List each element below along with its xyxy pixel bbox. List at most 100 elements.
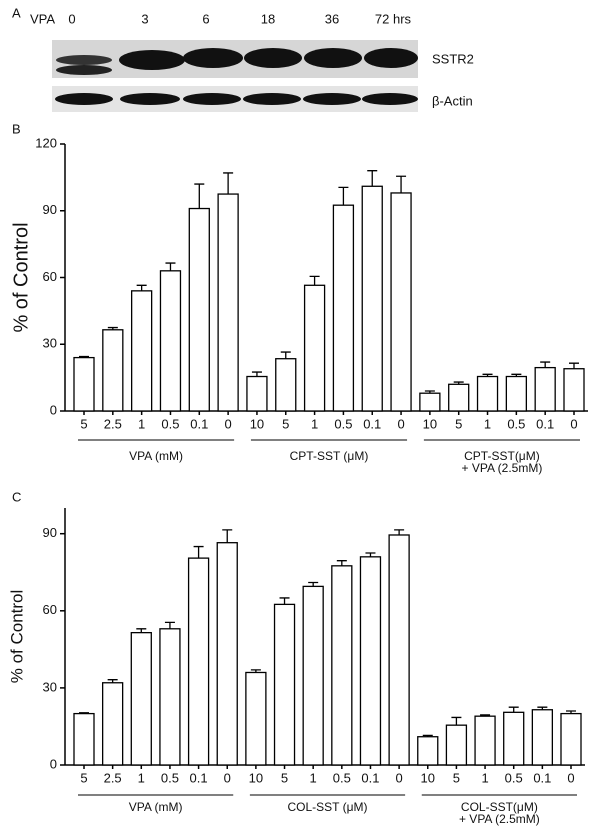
error-bar bbox=[480, 714, 491, 717]
error-bar bbox=[424, 390, 435, 394]
x-tick-label: 0 bbox=[225, 416, 232, 431]
bar bbox=[419, 392, 441, 412]
bar bbox=[445, 724, 468, 766]
blot-sstr2 bbox=[52, 40, 418, 78]
error-bar bbox=[107, 326, 118, 330]
x-tick-label: 0.1 bbox=[190, 770, 208, 785]
group-label: CPT-SST(μM) bbox=[464, 449, 540, 463]
x-tick-label: 5 bbox=[281, 770, 288, 785]
treatment-label: VPA bbox=[30, 11, 55, 26]
x-tick-label: 10 bbox=[423, 416, 437, 431]
bar bbox=[246, 375, 268, 412]
error-bar bbox=[165, 262, 176, 271]
x-tick-label: 0 bbox=[397, 416, 404, 431]
lane-label: 72 hrs bbox=[375, 11, 412, 26]
group-label: VPA (mM) bbox=[129, 800, 183, 814]
bar bbox=[505, 375, 528, 412]
x-tick-label: 0.1 bbox=[536, 416, 554, 431]
group-label: + VPA (2.5mM) bbox=[459, 812, 540, 826]
error-bar bbox=[394, 529, 405, 535]
error-bar bbox=[223, 172, 234, 195]
error-bar bbox=[107, 679, 118, 683]
x-tick-label: 0.1 bbox=[363, 416, 381, 431]
x-tick-label: 10 bbox=[249, 770, 263, 785]
y-tick-label: 60 bbox=[43, 602, 57, 617]
error-bar bbox=[365, 552, 376, 557]
x-tick-label: 0 bbox=[570, 416, 577, 431]
bar bbox=[563, 368, 585, 412]
error-bar bbox=[79, 712, 89, 714]
error-bar bbox=[136, 628, 147, 633]
error-bar bbox=[540, 361, 551, 368]
x-tick-label: 1 bbox=[138, 416, 145, 431]
bar bbox=[534, 366, 556, 412]
error-bar bbox=[537, 706, 548, 710]
bar bbox=[73, 712, 95, 766]
error-bar bbox=[511, 373, 522, 377]
lane-label: 0 bbox=[68, 11, 75, 26]
error-bar bbox=[453, 381, 464, 385]
x-tick-label: 0.1 bbox=[533, 770, 551, 785]
bar bbox=[474, 715, 496, 766]
y-tick-label: 120 bbox=[35, 135, 57, 150]
x-tick-label: 0.5 bbox=[161, 416, 179, 431]
y-tick-label: 90 bbox=[43, 525, 57, 540]
bar bbox=[130, 290, 153, 412]
error-bar bbox=[308, 581, 319, 587]
group-label: COL-SST (μM) bbox=[287, 800, 367, 814]
y-tick-label: 60 bbox=[43, 269, 57, 284]
x-tick-label: 0.5 bbox=[161, 770, 179, 785]
x-tick-label: 10 bbox=[250, 416, 264, 431]
panel-letter: A bbox=[12, 5, 21, 20]
bar bbox=[245, 671, 267, 766]
bar bbox=[361, 185, 383, 412]
error-bar bbox=[482, 373, 493, 377]
bar bbox=[359, 556, 382, 766]
bar bbox=[503, 711, 525, 766]
error-bar bbox=[194, 183, 205, 209]
bar bbox=[101, 682, 124, 766]
x-tick-label: 5 bbox=[80, 770, 87, 785]
bar bbox=[390, 192, 412, 412]
x-tick-label: 1 bbox=[138, 770, 145, 785]
error-bar bbox=[566, 710, 576, 714]
error-bar bbox=[280, 351, 291, 359]
bar bbox=[130, 631, 152, 766]
x-tick-label: 0.5 bbox=[507, 416, 525, 431]
error-bar bbox=[367, 170, 378, 187]
lane-label: 3 bbox=[141, 11, 148, 26]
error-bar bbox=[569, 362, 579, 369]
panel-letter: B bbox=[12, 121, 21, 136]
bar bbox=[476, 375, 499, 412]
x-tick-label: 0.1 bbox=[361, 770, 379, 785]
x-tick-label: 0.5 bbox=[333, 770, 351, 785]
x-tick-label: 2.5 bbox=[104, 416, 122, 431]
error-bar bbox=[451, 716, 462, 726]
group-label: CPT-SST (μM) bbox=[290, 449, 369, 463]
bar bbox=[102, 329, 124, 412]
x-tick-label: 5 bbox=[80, 416, 87, 431]
x-tick-label: 1 bbox=[311, 416, 318, 431]
x-tick-label: 1 bbox=[484, 416, 491, 431]
lane-label: 6 bbox=[202, 11, 209, 26]
x-tick-label: 0.5 bbox=[334, 416, 352, 431]
x-tick-label: 2.5 bbox=[104, 770, 122, 785]
x-tick-label: 5 bbox=[453, 770, 460, 785]
x-tick-label: 0.1 bbox=[190, 416, 208, 431]
error-bar bbox=[79, 355, 89, 358]
bar bbox=[302, 585, 324, 766]
y-tick-label: 0 bbox=[50, 756, 57, 771]
error-bar bbox=[222, 529, 233, 543]
y-tick-label: 30 bbox=[43, 679, 57, 694]
x-tick-label: 0 bbox=[396, 770, 403, 785]
lane-label: 36 bbox=[325, 11, 339, 26]
y-tick-label: 90 bbox=[43, 202, 57, 217]
bar bbox=[188, 207, 210, 412]
x-tick-label: 0.5 bbox=[505, 770, 523, 785]
error-bar bbox=[338, 186, 349, 206]
x-tick-label: 1 bbox=[481, 770, 488, 785]
y-axis-label: % of Control bbox=[10, 222, 32, 332]
bar bbox=[275, 358, 297, 412]
y-tick-label: 0 bbox=[50, 402, 57, 417]
